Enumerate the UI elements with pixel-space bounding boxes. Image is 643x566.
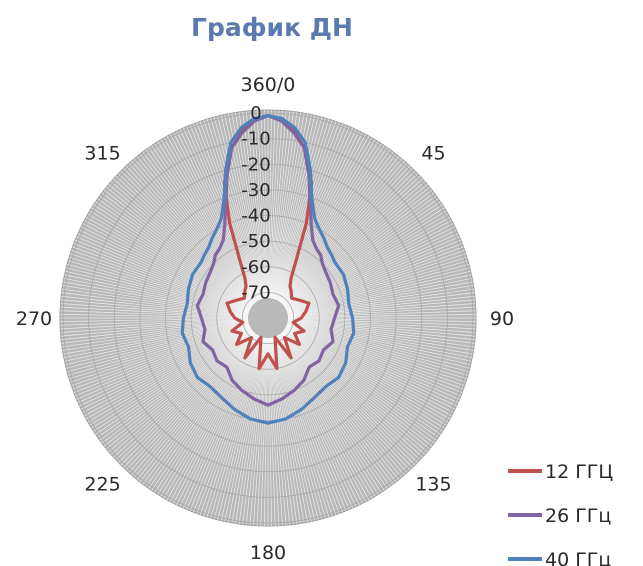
angle-tick-label: 225 (84, 473, 120, 495)
radial-tick-label: -30 (241, 180, 270, 201)
series-layer (180, 114, 356, 425)
radial-tick-label: 0 (250, 103, 261, 124)
angle-tick-label: 135 (415, 473, 451, 495)
ring-line (165, 215, 371, 421)
angle-tick-label: 270 (16, 308, 52, 330)
ring-line (139, 189, 397, 447)
legend-label: 26 ГГц (545, 505, 611, 527)
ring-line (216, 266, 320, 370)
radial-tick-labels: 0 -10 -20 -30 -40 -50 -60 -70 (241, 103, 270, 303)
angle-labels: 360/0 45 90 135 180 225 270 315 (16, 74, 514, 564)
ring-line (190, 240, 346, 396)
chart-title: График ДН (191, 13, 353, 42)
angle-tick-label: 315 (84, 143, 120, 165)
radial-tick-label: -10 (241, 129, 270, 150)
ring-line (88, 138, 448, 498)
angle-tick-label: 180 (250, 542, 286, 564)
radial-tick-label: -50 (241, 231, 270, 252)
angle-tick-label: 360/0 (241, 74, 296, 96)
legend-label: 12 ГГЦ (545, 461, 613, 483)
legend-label: 40 ГГц (545, 549, 611, 566)
radial-tick-label: -40 (241, 206, 270, 227)
angle-tick-label: 45 (421, 143, 445, 165)
radial-tick-label: -60 (241, 257, 270, 278)
ring-line (62, 112, 474, 524)
ring-line (241, 291, 295, 345)
radial-tick-label: -70 (241, 282, 270, 303)
radial-tick-label: -20 (241, 154, 270, 175)
legend: 12 ГГЦ 26 ГГц 40 ГГц (508, 461, 613, 566)
plot-area (59, 109, 477, 527)
angle-tick-label: 90 (490, 308, 514, 330)
ring-grid (62, 112, 474, 524)
ring-line (113, 163, 423, 473)
